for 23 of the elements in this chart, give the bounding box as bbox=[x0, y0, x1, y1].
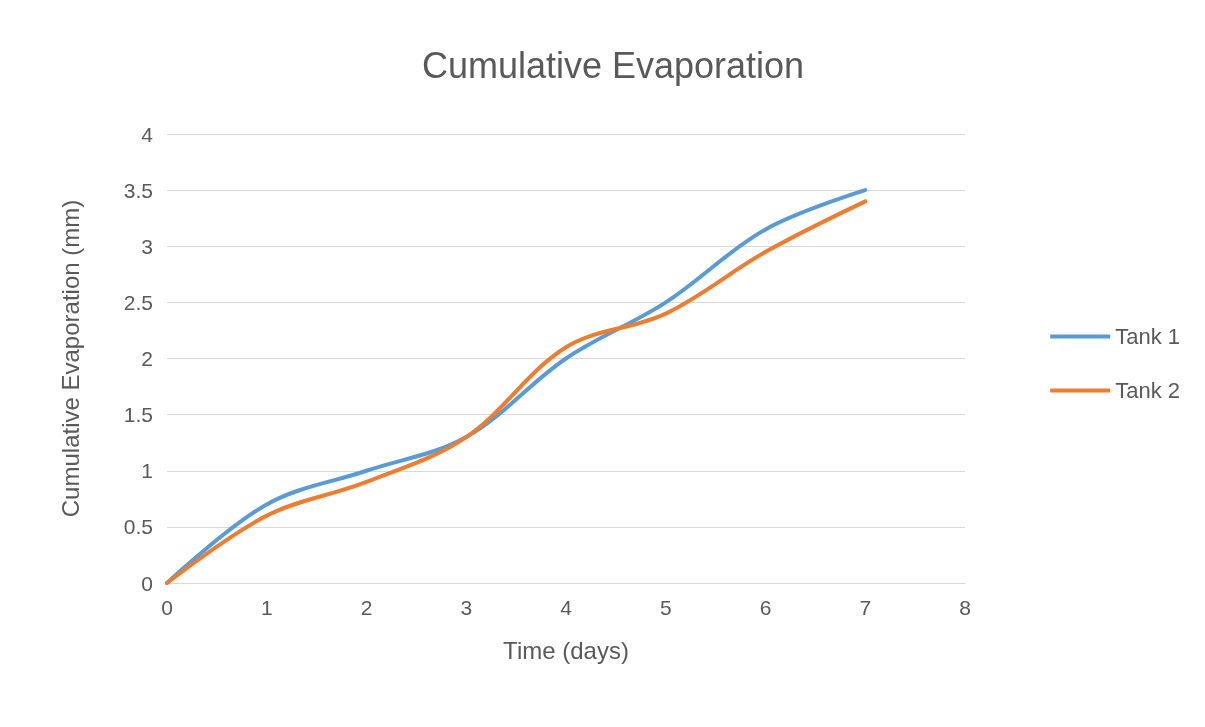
x-tick-label: 2 bbox=[360, 596, 373, 619]
x-tick-label: 0 bbox=[161, 596, 173, 619]
legend-label: Tank 2 bbox=[1115, 378, 1181, 403]
x-tick-label: 8 bbox=[959, 596, 971, 619]
y-axis-title: Cumulative Evaporation (mm) bbox=[56, 199, 84, 518]
x-axis-title: Time (days) bbox=[503, 636, 629, 664]
x-tick-label: 6 bbox=[759, 596, 772, 619]
y-tick-label: 3.5 bbox=[123, 178, 153, 202]
x-tick-label: 5 bbox=[659, 596, 672, 619]
y-tick-label: 0 bbox=[141, 571, 153, 595]
y-tick-label: 1.5 bbox=[123, 403, 153, 427]
y-tick-label: 3 bbox=[141, 234, 153, 258]
legend-label: Tank 1 bbox=[1115, 324, 1181, 349]
y-tick-label: 4 bbox=[141, 122, 154, 146]
x-tick-label: 1 bbox=[260, 596, 273, 619]
y-tick-label: 2.5 bbox=[123, 290, 153, 314]
x-tick-label: 3 bbox=[460, 596, 473, 619]
x-tick-label: 7 bbox=[859, 596, 872, 619]
y-tick-label: 2 bbox=[141, 347, 153, 370]
chart-title: Cumulative Evaporation bbox=[421, 44, 805, 86]
y-tick-label: 1 bbox=[141, 459, 153, 483]
x-tick-label: 4 bbox=[560, 596, 573, 619]
y-tick-label: 0.5 bbox=[123, 515, 153, 539]
